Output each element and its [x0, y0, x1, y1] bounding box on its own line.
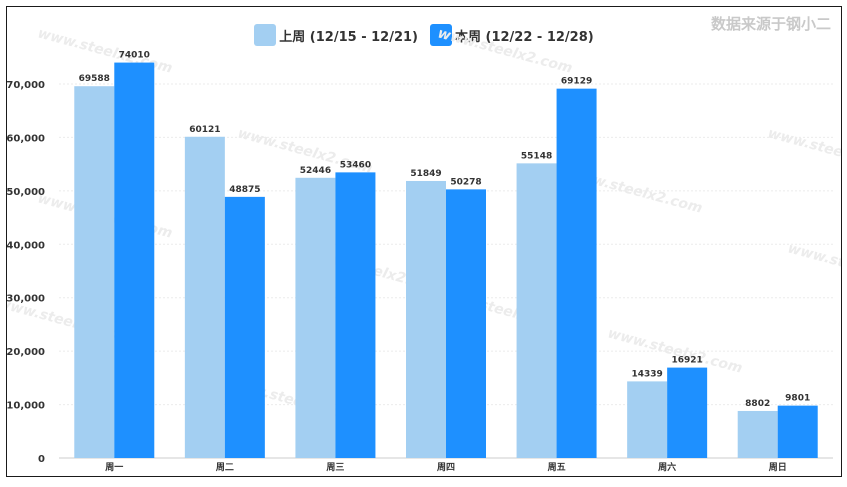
bar[interactable] [406, 180, 446, 458]
bar-value-label: 60121 [189, 125, 220, 135]
x-category-label: 周四 [437, 462, 455, 473]
x-category-label: 周五 [548, 462, 566, 473]
bar-value-label: 55148 [521, 151, 552, 161]
chart-frame: 数据来源于钢小二 上周 (12/15 - 12/21) 本周 (12/22 - … [6, 6, 842, 477]
bar[interactable] [737, 410, 778, 458]
bar[interactable] [74, 86, 115, 458]
legend-label-this-week: 本周 (12/22 - 12/28) [455, 29, 594, 45]
bar[interactable] [516, 163, 557, 458]
bar[interactable] [114, 62, 155, 459]
y-tick-label: 70,000 [7, 80, 45, 91]
bar-value-label: 14339 [631, 369, 662, 379]
watermark-text: www.steelx2.com [436, 25, 574, 76]
bar-value-label: 50278 [450, 177, 481, 187]
bar-value-label: 52446 [300, 166, 331, 176]
bar[interactable] [627, 381, 668, 458]
bar-value-label: 69129 [561, 77, 592, 87]
watermark-text: www.steelx2.com [786, 240, 841, 291]
x-category-label: 周一 [105, 462, 123, 473]
source-note: 数据来源于钢小二 [710, 15, 831, 33]
legend-item-last-week[interactable]: 上周 (12/15 - 12/21) [254, 24, 418, 46]
x-category-label: 周六 [658, 461, 676, 473]
x-category-label: 周三 [326, 462, 344, 473]
bar[interactable] [556, 88, 597, 458]
x-category-label: 周二 [216, 462, 234, 473]
legend-item-this-week[interactable]: 本周 (12/22 - 12/28) [430, 24, 594, 46]
bar-value-label: 69588 [79, 74, 110, 84]
legend: 上周 (12/15 - 12/21) 本周 (12/22 - 12/28) [7, 24, 841, 46]
legend-swatch-this-week [430, 24, 452, 46]
y-tick-label: 40,000 [7, 240, 45, 251]
watermark-text: www.steelx2.com [766, 125, 841, 176]
bar[interactable] [184, 136, 225, 458]
y-tick-label: 10,000 [7, 401, 45, 412]
bar-value-label: 51849 [410, 169, 441, 179]
x-category-label: 周日 [769, 462, 787, 473]
y-tick-label: 0 [38, 454, 45, 465]
bar-value-label: 48875 [229, 185, 260, 195]
bar[interactable] [335, 172, 376, 458]
legend-label-last-week: 上周 (12/15 - 12/21) [279, 29, 418, 45]
bar[interactable] [446, 189, 486, 458]
bar[interactable] [295, 177, 336, 458]
legend-swatch-last-week [254, 24, 277, 46]
y-tick-label: 50,000 [7, 187, 45, 198]
bar[interactable] [224, 196, 265, 458]
y-tick-label: 60,000 [7, 133, 45, 144]
bar[interactable] [777, 405, 818, 458]
bar-value-label: 9801 [785, 394, 810, 404]
bar-value-label: 8802 [745, 399, 770, 409]
bar-value-label: 74010 [119, 51, 150, 61]
y-tick-label: 20,000 [7, 347, 45, 358]
bar-value-label: 53460 [340, 160, 371, 170]
bar-value-label: 16921 [671, 356, 702, 366]
y-tick-label: 30,000 [7, 294, 45, 305]
bar[interactable] [667, 367, 708, 458]
bar-chart: www.steelx2.com www.steelx2.com www.steelx… [7, 25, 841, 473]
